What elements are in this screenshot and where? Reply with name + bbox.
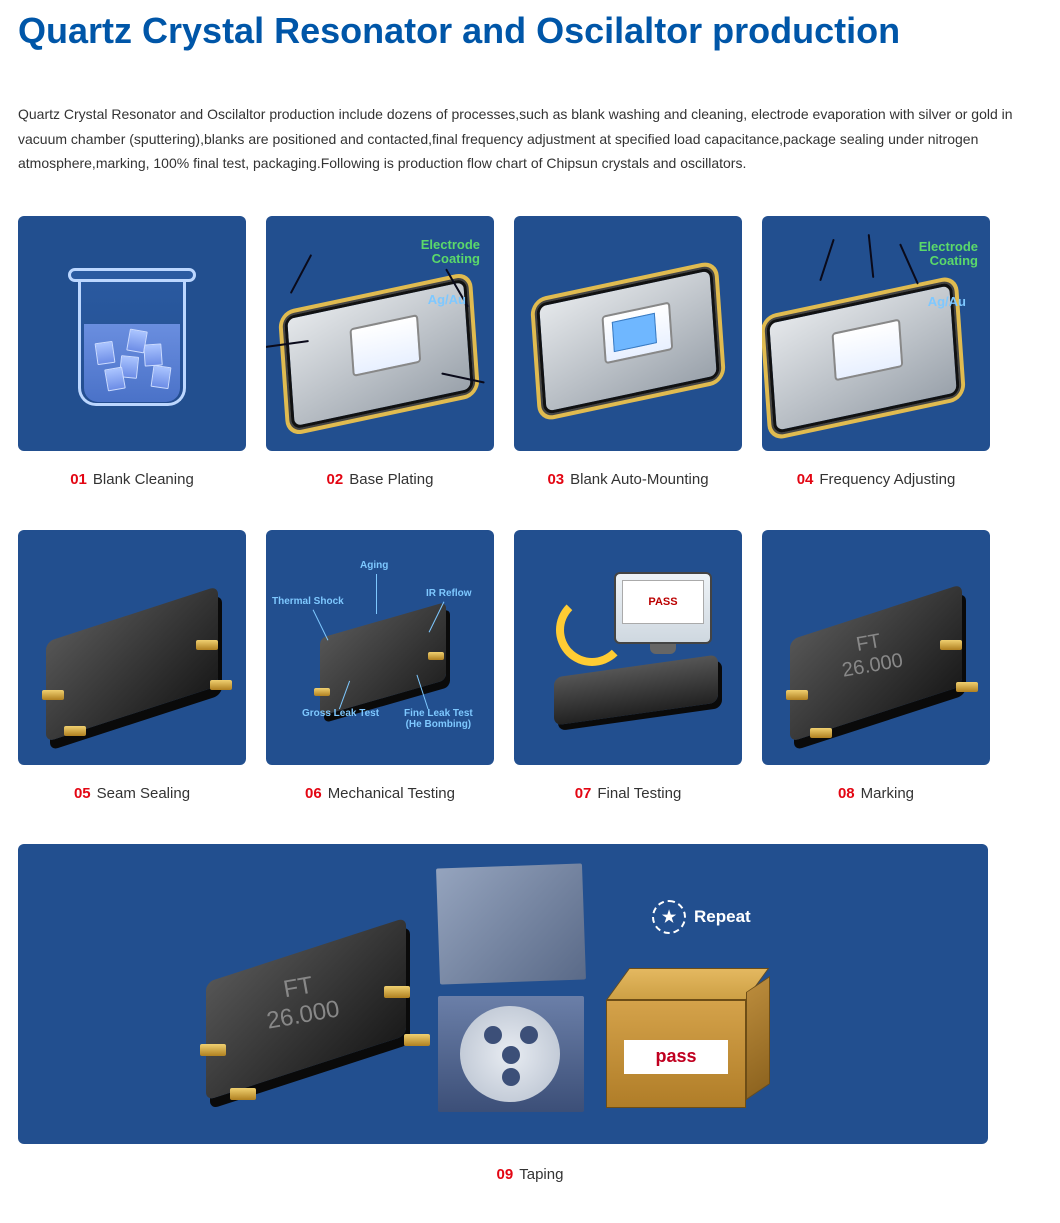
step-num: 07 [575,785,592,802]
box-icon: pass [606,968,766,1108]
tile-mechanical-testing: Aging IR Reflow Thermal Shock Gross Leak… [266,530,494,765]
spinner-icon [556,594,628,666]
step-label: Frequency Adjusting [819,471,955,488]
mech-ir: IR Reflow [426,588,472,599]
page-title: Quartz Crystal Resonator and Oscilaltor … [18,10,1042,52]
step-num: 08 [838,785,855,802]
mech-gross: Gross Leak Test [302,708,379,719]
step-card-wide: FT 26.000 pass ★ Repeat 09Ta [18,844,1042,1183]
tile-frequency-adjusting: Electrode Coating Ag/Au [762,216,990,451]
chip-freq: 26.000 [840,649,904,681]
mech-thermal: Thermal Shock [272,596,344,607]
step-num: 03 [547,471,564,488]
electrode-label: Electrode Coating [421,238,480,268]
intro-paragraph: Quartz Crystal Resonator and Oscilaltor … [18,102,1042,176]
agau-label: Ag/Au [428,292,466,307]
tile-taping: FT 26.000 pass ★ Repeat [18,844,988,1144]
step-card: FT 26.000 08 Marking [762,530,990,802]
step-label: Seam Sealing [97,785,190,802]
step-num: 09 [497,1166,514,1183]
step-num: 06 [305,785,322,802]
step-card: PASS 07 Final Testing [514,530,742,802]
electrode-label: Electrode Coating [919,240,978,270]
tile-marking: FT 26.000 [762,530,990,765]
step-card: 05 Seam Sealing [18,530,246,802]
step-label: Taping [519,1166,563,1183]
pass-monitor: PASS [622,580,704,624]
step-label: Blank Auto-Mounting [570,471,708,488]
step-card: Aging IR Reflow Thermal Shock Gross Leak… [266,530,494,802]
step-label: Base Plating [349,471,433,488]
step-label: Mechanical Testing [328,785,455,802]
step-card: Electrode Coating Ag/Au 04 Frequency Adju… [762,216,990,488]
chip-freq: 26.000 [265,995,342,1034]
box-pass-label: pass [624,1040,728,1074]
step-num: 02 [327,471,344,488]
tile-auto-mounting [514,216,742,451]
star-icon: ★ [652,900,686,934]
step-label: Blank Cleaning [93,471,194,488]
step-num: 01 [70,471,87,488]
process-grid: 01 Blank Cleaning Electrode Coating Ag/Au… [18,216,1042,802]
tile-seam-sealing [18,530,246,765]
step-label: Final Testing [597,785,681,802]
agau-label: Ag/Au [928,294,966,309]
step-card: 01 Blank Cleaning [18,216,246,488]
tile-final-testing: PASS [514,530,742,765]
mech-fine: Fine Leak Test (He Bombing) [404,708,473,730]
step-label: Marking [861,785,914,802]
step-num: 04 [797,471,814,488]
step-card: 03 Blank Auto-Mounting [514,216,742,488]
step-num: 05 [74,785,91,802]
mech-aging: Aging [360,560,388,571]
chip-ft: FT [855,629,883,655]
repeat-label: Repeat [694,907,751,927]
repeat-badge: ★ Repeat [652,900,751,934]
tile-base-plating: Electrode Coating Ag/Au [266,216,494,451]
step-card: Electrode Coating Ag/Au 02 Base Plating [266,216,494,488]
chip-ft: FT [281,971,315,1003]
tile-blank-cleaning [18,216,246,451]
